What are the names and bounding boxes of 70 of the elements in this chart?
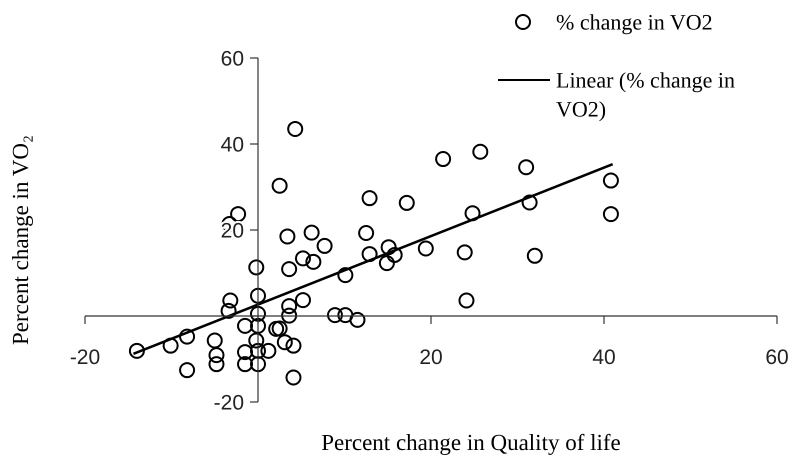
point <box>220 302 237 319</box>
point <box>304 224 320 241</box>
point <box>386 246 403 263</box>
point <box>294 292 311 308</box>
point <box>518 159 534 176</box>
point <box>276 334 293 350</box>
point <box>316 238 333 254</box>
point <box>250 342 266 359</box>
point <box>162 338 179 354</box>
point <box>281 308 298 324</box>
point <box>398 194 415 211</box>
x-axis-title: Percent change in Quality of life <box>321 430 621 455</box>
y-tick-label: -20 <box>214 391 244 414</box>
point <box>435 151 452 168</box>
point <box>179 328 196 345</box>
point <box>285 369 302 386</box>
point <box>208 356 224 372</box>
point <box>237 344 254 360</box>
point <box>237 356 254 372</box>
point <box>272 320 288 336</box>
point <box>250 356 266 372</box>
point <box>222 292 238 309</box>
legend-label: % change in VO2 <box>556 10 713 35</box>
point <box>337 307 354 324</box>
point <box>522 194 538 210</box>
point <box>250 288 266 304</box>
x-tick-label: -20 <box>70 346 100 369</box>
point <box>268 320 284 337</box>
point <box>358 225 374 242</box>
x-tick-label: 20 <box>419 346 443 369</box>
point <box>418 240 434 256</box>
point <box>294 250 311 266</box>
point <box>362 190 378 206</box>
point <box>279 228 296 244</box>
point <box>250 318 266 334</box>
x-tick-label: 60 <box>765 346 789 369</box>
point <box>248 332 264 349</box>
point <box>285 338 302 354</box>
point <box>128 342 145 359</box>
point <box>464 205 481 222</box>
x-tick-label: 40 <box>592 346 616 369</box>
point <box>362 246 378 262</box>
point <box>602 206 619 222</box>
y-tick-label: 60 <box>220 47 244 70</box>
point <box>248 259 264 276</box>
point <box>287 120 304 137</box>
point <box>337 267 354 284</box>
point <box>208 347 224 364</box>
point <box>281 261 298 278</box>
point <box>237 318 254 334</box>
point <box>378 255 395 272</box>
legend-label: Linear (% change in VO2) <box>556 68 735 122</box>
point <box>526 248 543 264</box>
point <box>179 362 196 378</box>
point <box>230 206 246 222</box>
y-axis-title: Percent change in VO₂ <box>8 134 33 346</box>
point <box>602 172 619 189</box>
point <box>206 332 223 349</box>
point <box>380 239 397 256</box>
point <box>281 298 298 314</box>
point <box>456 244 473 260</box>
point <box>260 342 276 359</box>
point <box>305 254 322 270</box>
point <box>472 144 488 160</box>
point <box>272 178 288 194</box>
point <box>326 307 343 324</box>
point <box>349 312 366 328</box>
point <box>250 306 266 322</box>
y-tick-label: 40 <box>220 133 244 156</box>
point <box>458 292 474 309</box>
